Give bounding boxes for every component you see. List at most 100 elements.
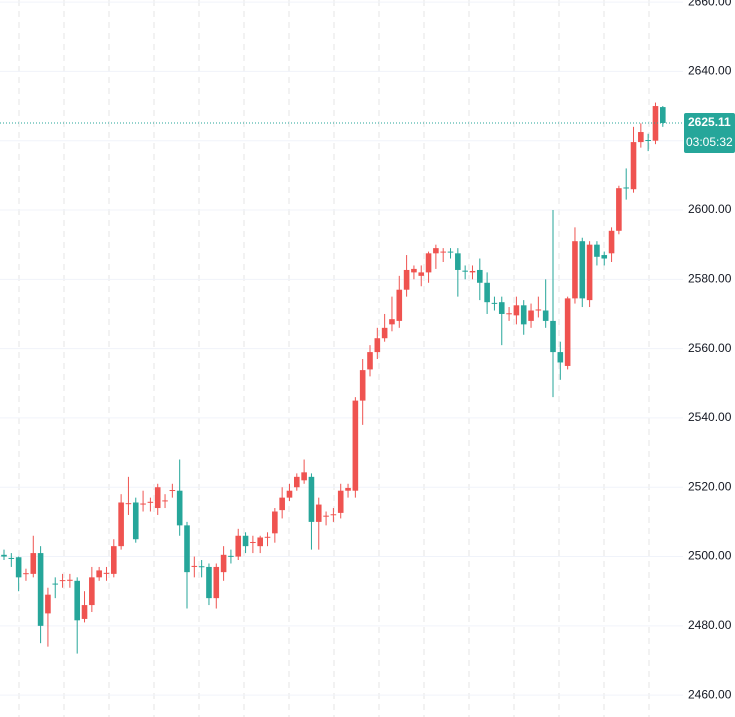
candle-body (169, 490, 176, 492)
candle-body (367, 352, 373, 370)
candle-body (359, 370, 366, 401)
y-tick-label: 2500.00 (688, 549, 732, 563)
bar-countdown: 03:05:32 (686, 135, 733, 149)
candle-body (513, 305, 520, 316)
candle-body (381, 327, 388, 339)
candle-body (389, 319, 395, 325)
candle-body (264, 536, 271, 538)
candle-body (352, 400, 359, 491)
candle-body (440, 251, 446, 253)
candle-body (433, 248, 439, 254)
candle-body (125, 503, 132, 505)
candle-body (506, 313, 512, 315)
candle-body (601, 255, 608, 259)
candle-body (147, 501, 154, 503)
candle-body (491, 302, 498, 304)
candle-body (660, 107, 666, 123)
candle-body (132, 502, 139, 540)
candle-body (37, 553, 44, 626)
candle-body (220, 554, 227, 573)
candle-body (586, 244, 593, 301)
candle-body (198, 566, 205, 568)
y-tick-label: 2640.00 (688, 64, 732, 78)
candle-body (23, 573, 29, 575)
candle-body (294, 476, 300, 488)
y-tick-label: 2580.00 (688, 271, 732, 285)
candle-body (396, 289, 403, 321)
candle-body (74, 580, 80, 621)
candle-body (301, 472, 307, 481)
candle-body (477, 269, 483, 283)
y-tick-label: 2460.00 (688, 687, 732, 701)
candle-body (140, 503, 146, 505)
candle-body (8, 557, 15, 559)
candle-body (213, 566, 220, 599)
y-tick-label: 2600.00 (688, 202, 732, 216)
candle-body (45, 594, 51, 614)
candle-body (250, 541, 256, 543)
candle-body (67, 579, 73, 581)
candle-body (118, 502, 124, 547)
candle-body (498, 302, 505, 314)
candle-body (111, 546, 117, 574)
y-tick-label: 2540.00 (688, 410, 732, 424)
candle-body (235, 535, 242, 557)
y-tick-label: 2520.00 (688, 479, 732, 493)
candle-body (103, 572, 110, 574)
candles (0, 102, 683, 654)
candle-body (572, 241, 578, 299)
candle-body (469, 270, 476, 273)
y-tick-label: 2560.00 (688, 341, 732, 355)
candle-body (608, 230, 615, 254)
candle-body (257, 537, 263, 547)
candle-body (59, 580, 66, 582)
candle-body (462, 270, 468, 272)
candle-body (228, 555, 234, 557)
candle-body (315, 504, 322, 522)
candle-body (308, 476, 315, 522)
candle-body (52, 583, 59, 585)
candle-body (579, 241, 586, 299)
candle-body (447, 251, 454, 253)
candle-body (286, 490, 293, 498)
candle-body (652, 106, 659, 141)
candle-body (623, 187, 629, 189)
candle-body (403, 269, 410, 290)
candle-body (535, 309, 542, 311)
candle-body (557, 352, 564, 363)
candle-body (154, 487, 161, 509)
candle-body (411, 268, 417, 273)
candle-body (594, 244, 600, 257)
candle-body (550, 320, 556, 353)
candle-body (272, 511, 278, 534)
candle-body (242, 535, 249, 547)
candle-body (330, 514, 337, 516)
candle-body (96, 570, 102, 578)
candle-body (564, 298, 571, 366)
candle-body (520, 305, 527, 325)
candle-body (89, 577, 95, 606)
candle-body (184, 525, 190, 573)
y-tick-label: 2480.00 (688, 618, 732, 632)
price-axis: 2460.00 2480.00 2500.00 2520.00 2540.00 2560.… (684, 0, 735, 701)
candle-body (616, 188, 622, 231)
candle-body (374, 338, 381, 353)
candle-body (425, 253, 432, 273)
candle-body (630, 142, 637, 190)
candle-body (645, 140, 651, 142)
candle-body (206, 566, 212, 599)
candle-body (191, 565, 198, 567)
candle-body (542, 310, 549, 321)
last-price-tag (684, 112, 735, 153)
y-tick-label: 2660.00 (688, 0, 732, 8)
candle-body (337, 490, 344, 513)
candle-body (176, 490, 183, 526)
last-price-label: 2625.11 (688, 115, 731, 129)
candle-body (279, 497, 285, 511)
candle-body (323, 515, 329, 517)
candle-body (30, 553, 37, 574)
time-grid (18, 0, 650, 717)
candle-body (81, 605, 88, 619)
candle-body (638, 132, 644, 143)
